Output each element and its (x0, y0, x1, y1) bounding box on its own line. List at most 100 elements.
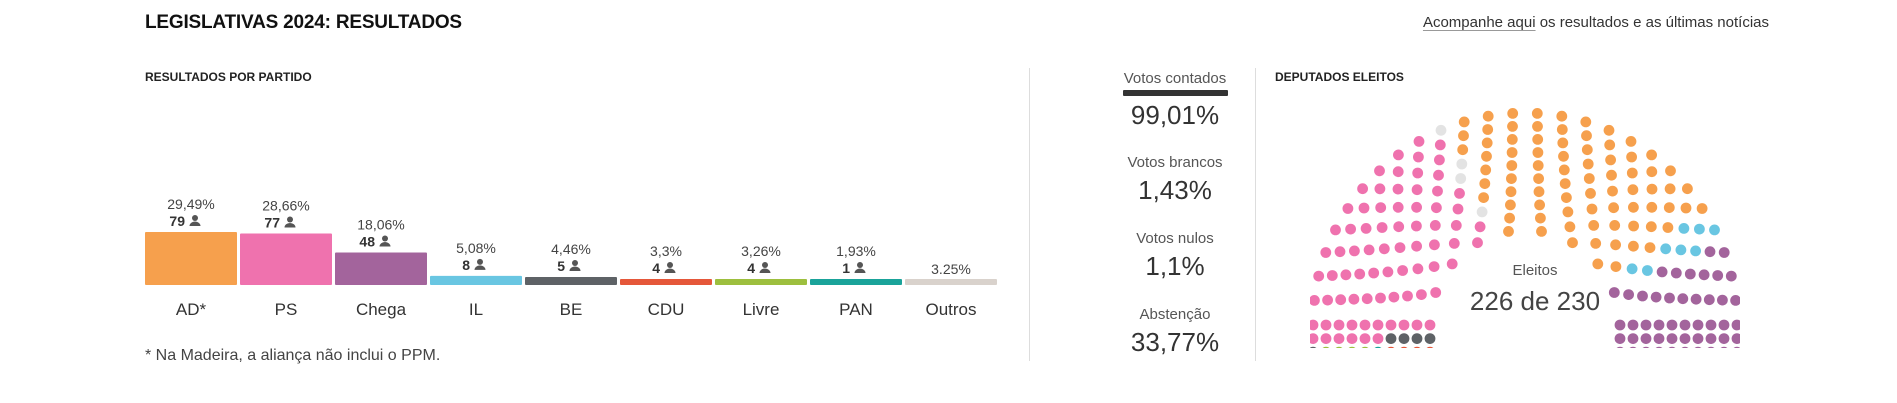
seat-dot (1388, 291, 1400, 303)
seat-dot (1412, 167, 1424, 179)
seat-dot (1627, 184, 1639, 196)
seat-dot (1603, 124, 1615, 136)
bar-outros (905, 279, 997, 285)
bar-seat-label: 8 (462, 257, 470, 273)
seat-dot (1628, 240, 1639, 252)
bar-value-label: 4,46% (551, 241, 591, 257)
seat-dot (1348, 346, 1356, 348)
seat-dot (1320, 319, 1332, 331)
person-icon (379, 235, 391, 247)
seat-dot (1434, 154, 1445, 166)
hemicycle-chart (1310, 108, 1740, 348)
stat-value: 1,1% (1145, 251, 1205, 281)
seat-dot (1712, 270, 1724, 281)
seat-dot (1646, 183, 1658, 195)
seat-dot (1411, 240, 1422, 252)
seat-dot (1626, 263, 1638, 275)
seat-dot (1733, 346, 1740, 348)
stat-label: Votos nulos (1136, 230, 1214, 247)
seat-dot (1718, 319, 1730, 331)
seat-dot (1532, 160, 1544, 171)
seat-dot (1507, 108, 1519, 119)
stat-votos-nulos: Votos nulos 1,1% (1065, 230, 1285, 282)
category-label: PAN (839, 300, 873, 319)
seat-dot (1363, 244, 1375, 256)
seat-dot (1392, 201, 1404, 213)
seat-dot (1646, 166, 1658, 178)
seat-dot (1402, 290, 1413, 302)
bar-value-label: 3,3% (650, 243, 682, 259)
seat-dot (1428, 261, 1440, 272)
seat-dot (1606, 169, 1617, 181)
seat-dot (1392, 166, 1404, 178)
seat-dot (1694, 346, 1702, 348)
seat-dot (1720, 346, 1728, 348)
seat-dot (1626, 167, 1638, 179)
news-link[interactable]: Acompanhe aqui (1422, 14, 1536, 31)
person-icon (569, 259, 581, 271)
seat-dot (1435, 124, 1447, 136)
seat-dot (1564, 221, 1576, 233)
seat-dot (1653, 333, 1665, 344)
seat-dot (1385, 333, 1397, 344)
category-label: Livre (743, 300, 780, 319)
seat-dot (1581, 144, 1593, 156)
seat-dot (1505, 199, 1516, 211)
seat-dot (1675, 244, 1687, 256)
seat-dot (1666, 333, 1678, 344)
bar-livre (715, 279, 807, 285)
bar-be (525, 276, 617, 285)
seat-dot (1614, 319, 1626, 331)
seat-dot (1536, 226, 1547, 237)
seat-dot (1413, 151, 1424, 163)
category-label: Chega (356, 300, 407, 319)
seat-dot (1506, 173, 1517, 184)
seat-dot (1452, 203, 1464, 215)
seat-dot (1681, 346, 1689, 348)
seat-dot (1718, 333, 1730, 344)
seat-dot (1375, 202, 1387, 213)
seat-dot (1627, 319, 1639, 331)
seat-dot (1558, 164, 1570, 176)
category-label: CDU (648, 300, 685, 319)
seat-dot (1376, 222, 1388, 233)
results-bar-chart: 29,49%79 AD* 28,66%77 PS 18,06%48 Chega 5,08%8… (145, 196, 997, 319)
seat-dot (1670, 267, 1682, 279)
seat-dot (1413, 346, 1421, 348)
stat-value: 99,01% (1130, 100, 1220, 130)
seat-dot (1653, 319, 1665, 331)
seat-dot (1345, 223, 1356, 235)
category-label: PS (275, 300, 298, 319)
seat-dot (1698, 269, 1710, 281)
seat-dot (1650, 291, 1662, 303)
hemicycle-center-value: 226 de 230 (1469, 286, 1601, 316)
seat-dot (1411, 220, 1422, 232)
seat-dot (1725, 270, 1737, 282)
seat-dot (1532, 134, 1544, 145)
seat-dot (1664, 183, 1676, 195)
seat-dot (1416, 289, 1427, 300)
stat-label: Abstenção (1139, 306, 1211, 323)
seat-dot (1382, 266, 1394, 278)
seat-dot (1450, 220, 1462, 231)
seat-dot (1682, 183, 1693, 195)
seat-dot (1481, 150, 1492, 162)
seat-dot (1585, 188, 1596, 199)
seat-dot (1684, 268, 1696, 280)
seat-dot (1678, 223, 1690, 234)
seat-dot (1506, 160, 1518, 171)
seat-dot (1559, 178, 1571, 189)
seat-dot (1322, 294, 1333, 306)
seat-dot (1608, 202, 1619, 214)
seat-dot (1456, 158, 1468, 170)
seat-dot (1582, 158, 1594, 170)
seat-dot (1592, 258, 1604, 270)
seat-dot (1588, 220, 1600, 231)
person-icon (284, 216, 296, 228)
seat-dot (1680, 202, 1692, 214)
seat-dot (1662, 222, 1674, 233)
seat-dot (1535, 212, 1546, 224)
stat-abstencao: Abstenção 33,77% (1065, 306, 1285, 358)
bar-pan (810, 279, 902, 285)
seat-dot (1322, 346, 1330, 348)
